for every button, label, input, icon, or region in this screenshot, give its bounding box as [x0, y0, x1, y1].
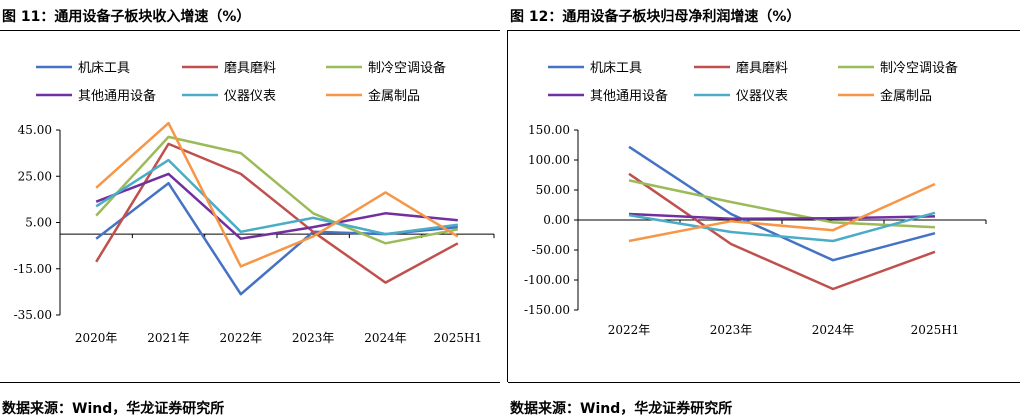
right-y-tick-label: 50.00: [536, 183, 570, 197]
left-legend-item: 制冷空调设备: [326, 60, 446, 76]
left-series-line: [95, 172, 458, 240]
right-legend-item: 制冷空调设备: [838, 60, 958, 76]
right-legend-label: 机床工具: [590, 61, 642, 76]
left-x-tick-label: 2020年: [75, 331, 118, 345]
left-legend-item: 仪器仪表: [182, 89, 276, 104]
left-legend-item: 磨具磨料: [182, 61, 276, 76]
left-legend-item: 其他通用设备: [36, 88, 156, 104]
right-legend-label: 磨具磨料: [736, 61, 788, 76]
left-legend-item: 金属制品: [326, 88, 420, 104]
right-y-tick-label: -150.00: [524, 303, 570, 317]
left-series-line: [95, 158, 458, 236]
left-legend-label: 其他通用设备: [78, 88, 156, 104]
left-legend-label: 制冷空调设备: [368, 60, 446, 76]
right-series-line: [628, 172, 936, 291]
left-legend-label: 金属制品: [368, 88, 420, 104]
left-data-source: 数据来源：Wind，华龙证券研究所: [2, 401, 225, 417]
right-series-line: [628, 211, 936, 243]
left-y-tick-label: 5.00: [25, 216, 52, 230]
right-legend-item: 仪器仪表: [694, 89, 788, 104]
right-legend-label: 制冷空调设备: [880, 60, 958, 76]
left-x-tick-label: 2022年: [220, 331, 263, 345]
right-title-rule: [508, 30, 1020, 31]
left-y-tick-label: -15.00: [14, 262, 52, 276]
right-legend-item: 机床工具: [548, 61, 642, 76]
left-y-tick-label: 25.00: [18, 169, 52, 183]
left-y-tick-label: 45.00: [18, 123, 52, 137]
right-y-tick-label: 0.00: [543, 213, 570, 227]
right-legend-item: 其他通用设备: [548, 88, 668, 104]
left-legend-item: 机床工具: [36, 61, 130, 76]
right-series-line: [628, 212, 936, 221]
right-legend-label: 金属制品: [880, 88, 932, 104]
right-bottom-rule: [508, 382, 1020, 383]
right-series-line: [628, 179, 936, 229]
left-y-tick-label: -35.00: [14, 308, 52, 322]
right-y-tick-label: -50.00: [532, 243, 570, 257]
left-series-line: [95, 142, 459, 284]
right-data-source: 数据来源：Wind，华龙证券研究所: [510, 401, 733, 417]
right-chart-title: 图 12：通用设备子板块归母净利润增速（%）: [510, 9, 801, 25]
left-x-tick-label: 2024年: [364, 331, 407, 345]
left-series-line: [95, 121, 459, 268]
right-x-tick-label: 2025H1: [911, 323, 960, 337]
left-x-tick-label: 2021年: [147, 331, 190, 345]
left-legend-label: 机床工具: [78, 61, 130, 76]
right-x-tick-label: 2024年: [812, 323, 855, 337]
right-x-tick-label: 2023年: [710, 323, 753, 337]
right-panel-border: [507, 30, 508, 382]
right-legend-item: 磨具磨料: [694, 61, 788, 76]
left-legend-label: 仪器仪表: [224, 89, 276, 104]
left-chart-title: 图 11：通用设备子板块收入增速（%）: [2, 9, 251, 25]
right-legend-item: 金属制品: [838, 88, 932, 104]
left-series-line: [95, 135, 459, 245]
right-legend-label: 仪器仪表: [736, 89, 788, 104]
right-series-line: [628, 182, 936, 243]
right-legend-label: 其他通用设备: [590, 88, 668, 104]
left-legend-label: 磨具磨料: [224, 61, 276, 76]
left-title-rule: [0, 30, 500, 31]
right-y-tick-label: 150.00: [528, 123, 570, 137]
left-x-tick-label: 2025H1: [434, 331, 483, 345]
right-y-tick-label: 100.00: [528, 153, 570, 167]
right-y-tick-label: -100.00: [524, 273, 570, 287]
left-bottom-rule: [0, 382, 500, 383]
right-x-tick-label: 2022年: [608, 323, 651, 337]
left-x-tick-label: 2023年: [292, 331, 335, 345]
